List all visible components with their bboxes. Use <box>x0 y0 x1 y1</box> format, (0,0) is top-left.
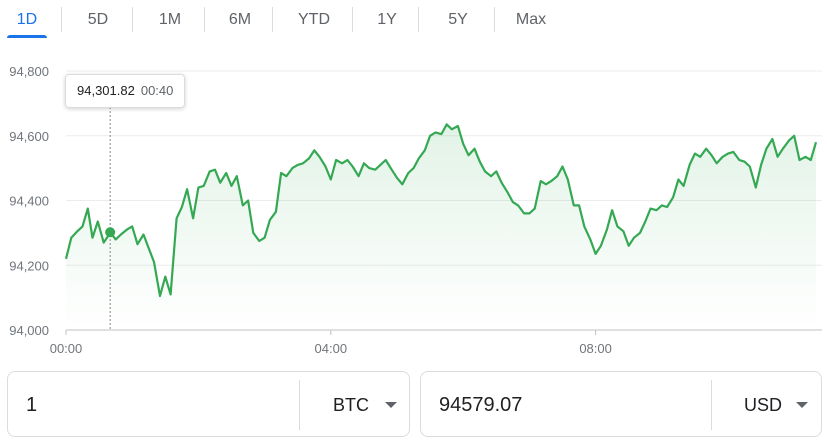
tab-separator <box>418 7 419 32</box>
price-tooltip: 94,301.82 00:40 <box>65 74 186 108</box>
x-tick-label: 00:00 <box>50 341 83 356</box>
tab-label: 5D <box>87 11 109 28</box>
chevron-down-icon[interactable] <box>385 402 397 408</box>
tab-separator <box>352 7 353 32</box>
active-tab-indicator <box>7 35 47 38</box>
x-tick-label: 08:00 <box>579 341 612 356</box>
price-chart: 94,800 94,600 94,400 94,200 94,000 00:00 04:0… <box>9 64 822 356</box>
y-tick-label: 94,000 <box>9 323 49 338</box>
tab-6m[interactable]: 6M <box>206 0 274 38</box>
tab-separator <box>204 7 205 32</box>
tab-1d[interactable]: 1D <box>7 0 47 38</box>
tab-label: 1Y <box>377 11 397 28</box>
tab-label: 1D <box>16 11 38 28</box>
y-axis: 94,800 94,600 94,400 94,200 94,000 <box>9 64 49 338</box>
price-line <box>64 123 818 298</box>
to-amount-input[interactable]: 94579.07 <box>439 394 523 416</box>
y-tick-label: 94,600 <box>9 129 49 144</box>
chevron-down-icon[interactable] <box>796 402 808 408</box>
y-tick-label: 94,800 <box>9 64 49 79</box>
tab-ytd[interactable]: YTD <box>274 0 354 38</box>
tab-1y[interactable]: 1Y <box>354 0 420 38</box>
tab-5d[interactable]: 5D <box>63 0 133 38</box>
tab-separator <box>272 7 273 32</box>
from-amount-input[interactable]: 1 <box>26 394 38 416</box>
to-currency-select[interactable]: USD <box>744 395 783 415</box>
tab-label: 5Y <box>448 11 468 28</box>
from-currency-select[interactable]: BTC <box>333 395 369 415</box>
tab-separator <box>61 7 62 32</box>
tab-label: YTD <box>298 11 330 28</box>
tab-separator <box>494 7 495 32</box>
tab-max[interactable]: Max <box>496 0 566 38</box>
tab-5y[interactable]: 5Y <box>420 0 496 38</box>
y-tick-label: 94,400 <box>9 194 49 209</box>
to-converter: 94579.07 USD <box>420 371 822 437</box>
price-area <box>66 124 816 331</box>
y-tick-label: 94,200 <box>9 258 49 273</box>
tab-label: Max <box>515 11 547 28</box>
from-converter: 1 BTC <box>7 371 410 437</box>
tab-label: 6M <box>228 11 252 28</box>
from-divider <box>299 380 300 430</box>
tab-label: 1M <box>158 11 182 28</box>
to-divider <box>711 380 712 430</box>
x-tick-label: 04:00 <box>315 341 348 356</box>
tab-separator <box>132 7 133 32</box>
tab-1m[interactable]: 1M <box>134 0 206 38</box>
range-tabs: 1D 5D 1M 6M YTD 1Y 5Y Max <box>0 0 827 38</box>
hover-point[interactable] <box>105 227 116 238</box>
tooltip-time: 00:40 <box>140 83 174 98</box>
x-axis: 00:00 04:00 08:00 <box>50 330 612 356</box>
tooltip-price: 94,301.82 <box>77 83 135 98</box>
